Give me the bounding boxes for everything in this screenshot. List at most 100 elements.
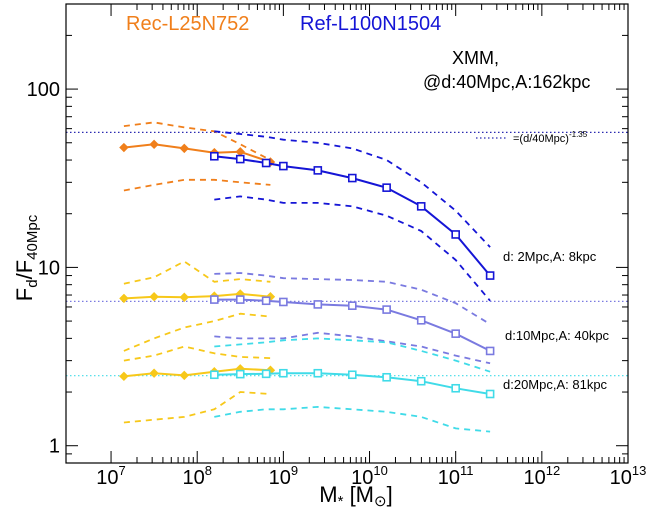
series-d10-rec-upper	[123, 260, 271, 285]
x-tick-exponent: 7	[119, 463, 126, 478]
legend-rec: Rec-L25N752	[126, 13, 249, 35]
data-point-diamond	[119, 142, 129, 153]
instrument-label: XMM,	[452, 48, 499, 68]
series-d20-rec-upper	[123, 345, 271, 362]
data-point-square	[235, 369, 245, 379]
y-tick-labels: 1 10 100	[27, 79, 60, 458]
x-tick-exponent: 13	[632, 463, 646, 478]
legend-ref: Ref-L100N1504	[300, 13, 441, 35]
series-d2-rec-upper	[123, 121, 271, 161]
data-point-diamond	[149, 139, 159, 150]
x-tick-label: 108	[182, 463, 211, 489]
label-d20mpc: d:20Mpc,A: 81kpc	[503, 377, 608, 392]
x-axis-label: M* [M⊙]	[319, 482, 392, 510]
data-point-square	[382, 305, 391, 314]
x-tick-exponent: 9	[291, 463, 298, 478]
data-point-square	[279, 297, 288, 307]
data-point-square	[313, 166, 323, 175]
y-tick-label: 100	[27, 79, 60, 101]
label-d10mpc: d:10Mpc,A: 40kpc	[505, 328, 610, 343]
data-point-square	[416, 202, 426, 211]
series-d2-ref-lower	[214, 195, 491, 302]
power-law-exponent: -1.35	[569, 130, 588, 139]
data-point-diamond	[179, 370, 189, 381]
data-point-square	[279, 368, 288, 378]
y-axis-label: Fd/F40Mpc	[12, 214, 41, 301]
data-point-square	[416, 376, 426, 386]
x-tick-base: 10	[438, 467, 460, 489]
series-d10-rec-lower	[123, 312, 271, 352]
power-law-prefix: =(d/40Mpc)	[513, 133, 569, 145]
data-point-square	[347, 173, 357, 183]
data-point-square	[210, 151, 219, 161]
data-point-diamond	[179, 143, 189, 154]
data-point-diamond	[119, 371, 129, 382]
series-d20-ref-lower	[214, 405, 491, 433]
series-d10-ref-upper	[214, 272, 491, 325]
data-point-square	[313, 368, 323, 378]
series-d20-ref-median	[214, 372, 491, 395]
data-point-diamond	[149, 291, 159, 302]
label-d2mpc: d: 2Mpc,A: 8kpc	[503, 249, 597, 264]
data-point-square	[451, 230, 460, 239]
y-tick-label: 1	[49, 436, 60, 458]
x-tick-label: 109	[269, 463, 298, 489]
series-d10-ref-median	[214, 298, 491, 352]
data-point-diamond	[235, 147, 245, 157]
series-d2-ref-upper	[214, 130, 491, 248]
x-tick-label: 107	[96, 463, 125, 489]
data-point-square	[451, 329, 460, 338]
series-d2-ref-median	[214, 155, 491, 277]
x-tick-label: 1010	[351, 463, 388, 489]
series-d20-ref-upper	[214, 337, 491, 373]
data-point-square	[210, 370, 219, 380]
data-point-square	[485, 346, 495, 356]
data-point-square	[261, 158, 271, 168]
x-tick-labels: 107 108 109 1010 1011 1012 1013	[96, 463, 646, 489]
data-point-diamond	[149, 368, 159, 378]
data-point-square	[347, 370, 357, 380]
series-d10-ref-lower	[214, 331, 491, 365]
x-tick-label: 1012	[523, 463, 560, 489]
x-tick-base: 10	[351, 467, 373, 489]
x-tick-label: 1011	[438, 463, 474, 489]
x-tick-exponent: 10	[373, 463, 387, 478]
y-tick-label: 10	[38, 257, 60, 279]
data-point-square	[261, 296, 271, 306]
series-layer	[119, 121, 495, 433]
x-tick-exponent: 11	[460, 463, 474, 478]
x-tick-base: 10	[182, 467, 204, 489]
x-tick-base: 10	[269, 467, 291, 489]
data-point-square	[485, 271, 495, 280]
series-d10-rec-median	[123, 292, 271, 300]
data-point-square	[261, 369, 271, 379]
series-d2-rec-lower	[123, 178, 271, 192]
data-point-square	[382, 183, 391, 192]
x-tick-label: 1013	[610, 463, 647, 489]
x-tick-exponent: 8	[205, 463, 212, 478]
series-d2-rec-median	[123, 143, 271, 163]
distance-aperture-label: @d:40Mpc,A:162kpc	[423, 72, 590, 92]
data-point-square	[279, 161, 288, 171]
series-d20-rec-median	[123, 367, 271, 378]
data-point-square	[416, 316, 426, 325]
data-point-square	[235, 295, 245, 304]
data-point-square	[485, 389, 495, 399]
data-point-diamond	[179, 292, 189, 302]
data-point-square	[451, 383, 460, 393]
x-tick-base: 10	[96, 467, 118, 489]
x-tick-exponent: 12	[546, 463, 560, 478]
plot-frame	[65, 3, 629, 464]
series-d20-rec-lower	[123, 391, 271, 424]
data-point-square	[347, 301, 357, 310]
data-point-diamond	[119, 293, 129, 304]
data-point-square	[313, 300, 323, 309]
x-tick-base: 10	[610, 467, 632, 489]
reference-lines	[66, 131, 628, 377]
x-tick-base: 10	[523, 467, 545, 489]
data-point-square	[235, 154, 245, 164]
power-law-legend-label: =(d/40Mpc)-1.35	[513, 130, 588, 145]
data-point-square	[382, 372, 391, 382]
data-point-square	[210, 295, 219, 304]
